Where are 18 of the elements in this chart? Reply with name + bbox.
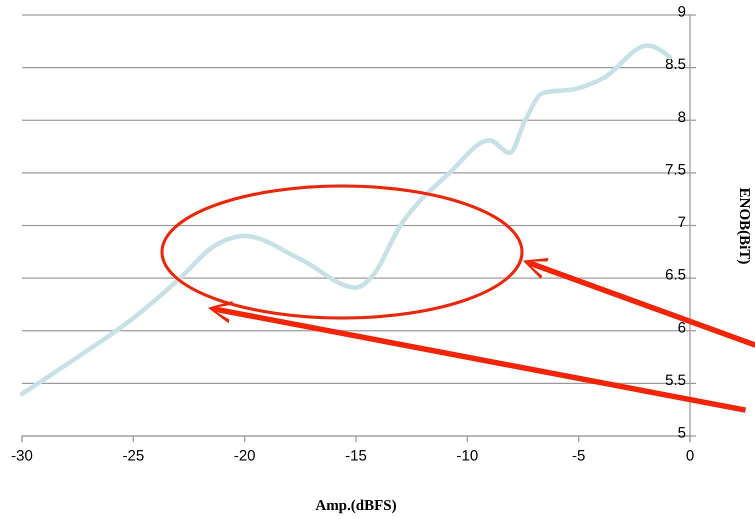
y-tick-label: 7.5 (665, 161, 686, 178)
y-tick-label: 7 (678, 214, 686, 231)
y-tick-label: 6 (678, 319, 686, 336)
y-tick-label: 6.5 (665, 266, 686, 284)
y-tick-label: 8.5 (665, 56, 686, 74)
x-tick-label: -15 (345, 448, 367, 465)
x-tick-label: -5 (572, 448, 586, 465)
y-tick-label: 9 (678, 4, 686, 20)
y-tick-label: 5 (678, 424, 686, 442)
x-axis-title: Amp.(dBFS) (315, 498, 397, 514)
x-tick-label: -20 (234, 448, 256, 465)
x-tick-label: -10 (456, 448, 478, 465)
y-tick-label: 5.5 (665, 372, 686, 389)
x-tick-label: -30 (11, 448, 33, 465)
x-tick-label: -25 (122, 448, 144, 465)
y-axis-title: ENOB(BiT) (736, 188, 752, 264)
x-tick-label: 0 (686, 448, 694, 465)
y-tick-label: 8 (678, 108, 686, 126)
